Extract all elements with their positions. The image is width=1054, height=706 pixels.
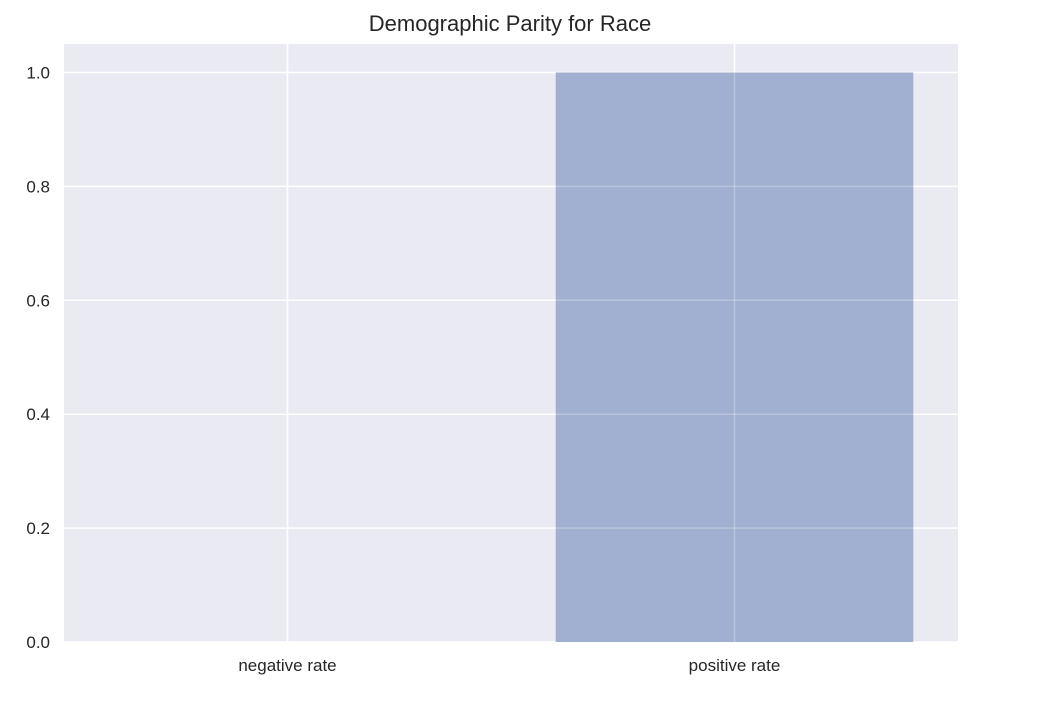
y-tick-label: 0.4 — [26, 405, 50, 424]
y-tick-label: 1.0 — [26, 63, 50, 82]
plot-area: 0.0 0.2 0.4 0.6 0.8 1.0 negative rate positive … — [26, 44, 958, 675]
y-tick-label: 0.0 — [26, 633, 50, 652]
bar-positive-rate — [555, 72, 914, 642]
x-tick-label: negative rate — [238, 656, 336, 675]
y-tick-label: 0.2 — [26, 519, 50, 538]
y-tick-label: 0.6 — [26, 291, 50, 310]
chart-title: Demographic Parity for Race — [369, 11, 651, 36]
y-tick-label: 0.8 — [26, 177, 50, 196]
x-tick-label: positive rate — [689, 656, 781, 675]
